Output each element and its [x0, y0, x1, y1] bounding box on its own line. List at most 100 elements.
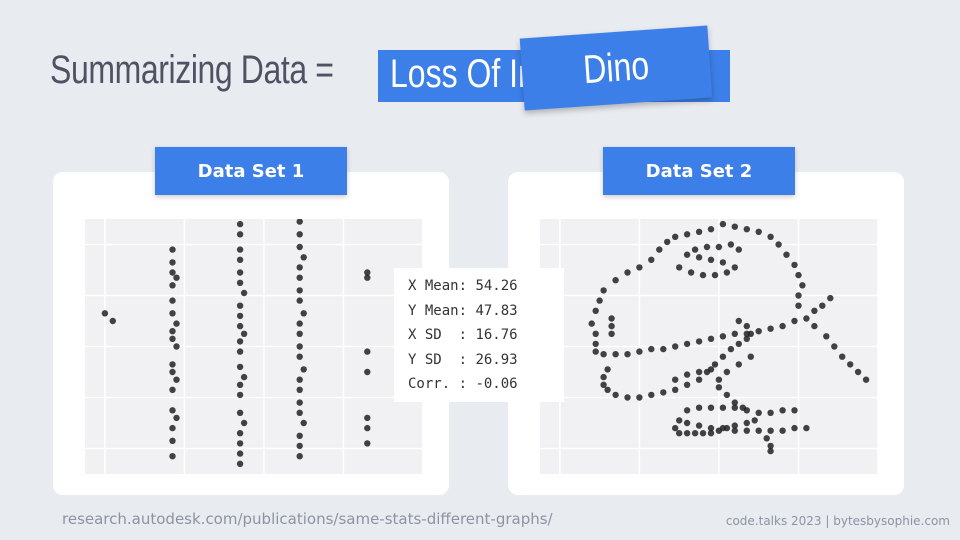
data-point: [648, 256, 655, 263]
data-point: [364, 424, 371, 432]
data-point: [648, 345, 655, 353]
data-point: [169, 453, 176, 460]
data-point: [839, 353, 846, 360]
data-point: [296, 399, 303, 406]
stat-row-corr: Corr. : -0.06: [408, 376, 518, 392]
data-point: [715, 376, 723, 383]
data-point: [707, 335, 715, 342]
data-point: [719, 259, 727, 266]
data-point: [624, 394, 631, 401]
data-point: [743, 419, 750, 427]
data-point: [300, 310, 307, 317]
data-point: [854, 368, 862, 376]
summary-stats-box: X Mean: 54.26 Y Mean: 47.83 X SD : 16.76…: [394, 268, 564, 402]
data-point: [719, 404, 727, 411]
data-point: [755, 427, 762, 434]
data-point: [795, 271, 802, 279]
data-point: [747, 353, 754, 360]
data-point: [236, 269, 244, 276]
stat-value: 47.83: [475, 302, 518, 319]
data-point: [296, 409, 303, 416]
data-point: [296, 386, 303, 393]
panel-label-data-set-1: Data Set 1: [155, 147, 347, 195]
data-point: [296, 453, 303, 460]
data-point: [169, 246, 176, 253]
data-point: [731, 404, 738, 411]
data-point: [767, 427, 774, 434]
data-point: [169, 407, 176, 414]
data-point: [236, 231, 244, 238]
data-point: [791, 317, 798, 325]
data-point: [795, 302, 802, 309]
data-point: [707, 256, 715, 263]
stat-label: Corr.: [408, 376, 459, 392]
data-point: [767, 442, 774, 450]
data-point: [169, 335, 176, 342]
data-point: [775, 241, 782, 248]
data-point: [719, 353, 727, 360]
data-point: [660, 389, 667, 396]
data-point: [236, 279, 244, 286]
data-point: [691, 246, 699, 253]
data-point: [743, 335, 750, 342]
data-point: [791, 424, 798, 432]
data-point: [236, 220, 244, 228]
data-point: [811, 307, 818, 314]
data-point: [819, 302, 826, 309]
data-point: [600, 351, 607, 358]
data-point: [699, 271, 707, 279]
data-point: [636, 394, 643, 401]
data-point: [767, 447, 774, 455]
data-point: [672, 343, 679, 350]
data-point: [169, 437, 176, 444]
data-point: [755, 409, 762, 416]
data-point: [719, 333, 727, 340]
data-point: [296, 330, 303, 337]
data-point: [236, 348, 244, 355]
data-point: [711, 361, 719, 368]
data-point: [240, 330, 248, 337]
data-point: [755, 328, 762, 335]
footer-credit: code.talks 2023 | bytesbysophie.com: [725, 514, 950, 528]
data-point: [236, 440, 244, 447]
data-point: [296, 264, 303, 271]
data-point: [695, 228, 703, 235]
data-point: [236, 246, 244, 253]
panel-label-data-set-2: Data Set 2: [603, 147, 795, 195]
data-point: [169, 424, 176, 432]
data-point: [296, 243, 303, 251]
data-point: [604, 386, 611, 393]
data-point: [747, 330, 754, 337]
data-point: [799, 282, 806, 289]
data-point: [612, 277, 619, 284]
data-point: [779, 407, 786, 414]
data-point: [236, 450, 244, 457]
data-point: [364, 368, 371, 376]
data-point: [240, 289, 248, 297]
stat-row-y-sd: Y SD : 26.93: [408, 351, 518, 368]
data-point: [827, 294, 834, 302]
data-point: [715, 384, 723, 391]
data-point: [683, 251, 691, 258]
data-point: [660, 345, 667, 353]
data-point: [727, 345, 735, 353]
data-point: [636, 348, 643, 355]
data-point: [169, 386, 176, 393]
data-point: [683, 430, 691, 437]
data-point: [731, 399, 738, 406]
data-point: [672, 386, 679, 393]
data-point: [731, 223, 738, 230]
data-point: [695, 368, 703, 376]
data-point: [169, 368, 176, 376]
data-point: [296, 353, 303, 360]
data-point: [831, 343, 838, 350]
data-point: [296, 320, 303, 327]
data-point: [612, 391, 619, 399]
dino-overlay-text: Dino: [581, 43, 651, 92]
data-point: [169, 297, 176, 304]
source-link[interactable]: research.autodesk.com/publications/same-…: [62, 510, 553, 528]
data-point: [767, 325, 774, 332]
data-point: [795, 292, 802, 299]
data-point: [767, 409, 774, 416]
data-point: [695, 376, 703, 383]
